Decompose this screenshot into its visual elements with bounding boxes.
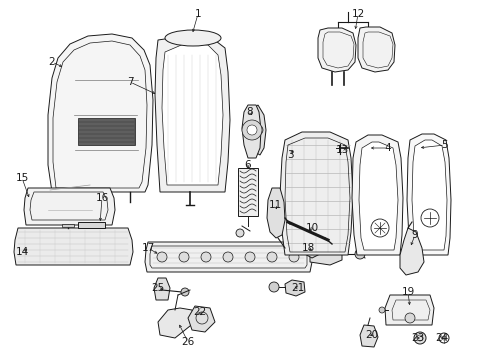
Circle shape: [236, 229, 244, 237]
Polygon shape: [78, 118, 135, 145]
Polygon shape: [358, 142, 397, 250]
Circle shape: [244, 252, 254, 262]
Polygon shape: [62, 224, 74, 227]
Circle shape: [378, 307, 384, 313]
Polygon shape: [359, 325, 377, 347]
Text: 13: 13: [335, 145, 348, 155]
Circle shape: [288, 252, 298, 262]
Text: 5: 5: [441, 140, 447, 150]
Polygon shape: [384, 295, 433, 325]
Polygon shape: [266, 188, 285, 238]
Circle shape: [268, 282, 279, 292]
Text: 23: 23: [410, 333, 424, 343]
Text: 8: 8: [246, 107, 253, 117]
Circle shape: [181, 288, 189, 296]
Polygon shape: [24, 188, 115, 225]
Circle shape: [266, 252, 276, 262]
Text: 10: 10: [305, 223, 318, 233]
Polygon shape: [406, 134, 450, 255]
Text: 19: 19: [401, 287, 414, 297]
Circle shape: [242, 120, 262, 140]
Circle shape: [157, 252, 167, 262]
Circle shape: [201, 252, 210, 262]
Polygon shape: [399, 228, 423, 275]
Text: 14: 14: [15, 247, 29, 257]
Text: 22: 22: [193, 307, 206, 317]
Polygon shape: [48, 34, 153, 192]
Circle shape: [223, 252, 232, 262]
Polygon shape: [309, 245, 341, 265]
Text: 11: 11: [268, 200, 281, 210]
Circle shape: [413, 332, 425, 344]
Polygon shape: [351, 135, 402, 255]
Text: 4: 4: [384, 143, 390, 153]
Polygon shape: [357, 27, 394, 72]
Text: 26: 26: [181, 337, 194, 347]
Polygon shape: [411, 140, 446, 250]
Text: 6: 6: [244, 160, 251, 170]
Polygon shape: [317, 28, 355, 72]
Circle shape: [246, 125, 257, 135]
Text: 2: 2: [49, 57, 55, 67]
Text: 12: 12: [351, 9, 364, 19]
Text: 17: 17: [141, 243, 154, 253]
Text: 24: 24: [434, 333, 447, 343]
Text: 9: 9: [411, 230, 417, 240]
Text: 1: 1: [194, 9, 201, 19]
Text: 25: 25: [151, 283, 164, 293]
Polygon shape: [155, 36, 229, 192]
Polygon shape: [305, 240, 319, 258]
Polygon shape: [187, 306, 215, 332]
Text: 15: 15: [15, 173, 29, 183]
Polygon shape: [154, 278, 170, 300]
Polygon shape: [285, 280, 305, 296]
Polygon shape: [145, 242, 311, 272]
Polygon shape: [14, 228, 133, 265]
Text: 18: 18: [301, 243, 314, 253]
Polygon shape: [162, 43, 223, 185]
Circle shape: [404, 313, 414, 323]
Text: 16: 16: [95, 193, 108, 203]
Polygon shape: [158, 308, 195, 338]
Polygon shape: [280, 132, 352, 255]
Text: 21: 21: [291, 283, 304, 293]
Polygon shape: [78, 222, 105, 228]
Text: 20: 20: [365, 330, 378, 340]
Text: 7: 7: [126, 77, 133, 87]
Circle shape: [252, 125, 263, 135]
Polygon shape: [242, 105, 261, 158]
Polygon shape: [238, 168, 258, 216]
Circle shape: [179, 252, 189, 262]
Polygon shape: [251, 105, 265, 155]
Text: 3: 3: [286, 150, 293, 160]
Ellipse shape: [164, 30, 221, 46]
Circle shape: [354, 249, 364, 259]
